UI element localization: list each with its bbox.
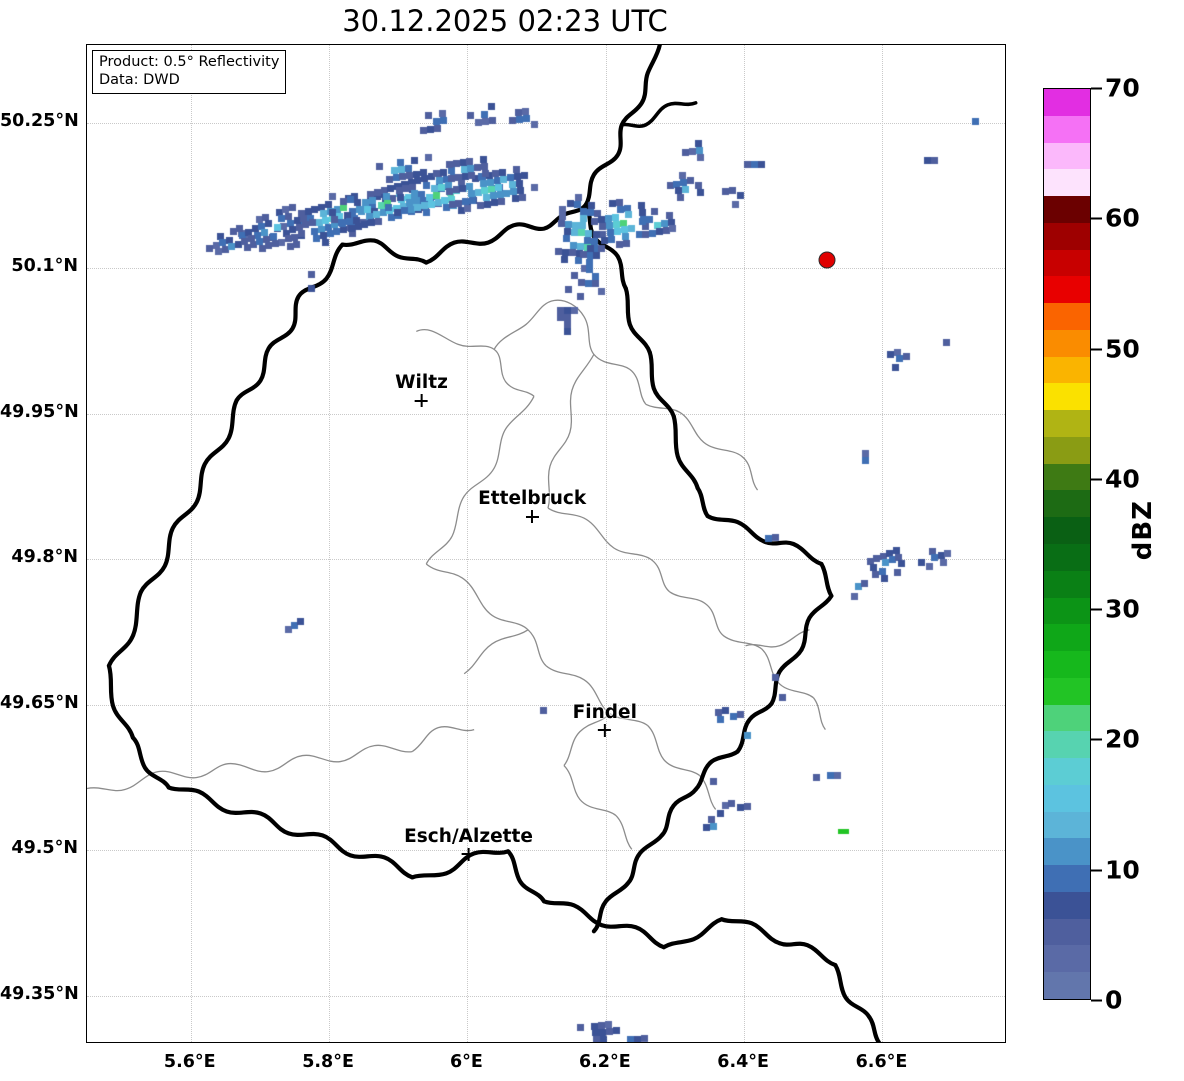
colorbar-segment	[1044, 410, 1090, 437]
city-marker-esch-alzette: Esch/Alzette	[404, 826, 533, 861]
x-tick-label: 6.2°E	[578, 1052, 631, 1072]
colorbar-segment	[1044, 918, 1090, 946]
colorbar-segment	[1044, 891, 1090, 919]
cross-icon	[414, 394, 428, 407]
colorbar-segment	[1044, 784, 1090, 812]
colorbar-segment	[1044, 463, 1090, 491]
colorbar-segment	[1044, 356, 1090, 384]
colorbar-segment	[1044, 303, 1090, 330]
x-tick-label: 5.6°E	[163, 1052, 216, 1072]
city-label: Findel	[572, 701, 637, 723]
y-tick-label: 49.65°N	[0, 692, 79, 713]
radar-reflectivity-layer	[87, 45, 1005, 1042]
colorbar-segment	[1044, 329, 1090, 357]
colorbar-segment	[1044, 651, 1090, 678]
colorbar-ticks: 0 10 20 30 40 50 60 70	[1091, 74, 1151, 1015]
colorbar-segment	[1044, 758, 1090, 785]
city-marker-wiltz: Wiltz	[395, 372, 448, 407]
colorbar-tick-label: 40	[1091, 464, 1140, 493]
city-label: Wiltz	[395, 372, 448, 393]
colorbar-segment	[1044, 624, 1090, 652]
y-tick-label: 50.25°N	[0, 110, 79, 131]
colorbar-segment	[1044, 517, 1090, 544]
y-tick-label: 49.8°N	[11, 547, 78, 568]
colorbar-segment	[1044, 222, 1090, 250]
colorbar-segment	[1044, 597, 1090, 625]
colorbar[interactable]	[1043, 88, 1091, 1000]
colorbar-segment	[1044, 811, 1090, 839]
colorbar-tick-label: 50	[1091, 334, 1140, 363]
x-tick-label: 6.6°E	[855, 1052, 908, 1072]
city-label: Ettelbruck	[478, 488, 587, 510]
colorbar-segment	[1044, 677, 1090, 705]
x-tick-label: 5.8°E	[302, 1052, 354, 1072]
colorbar-segment	[1044, 945, 1090, 973]
colorbar-segment	[1044, 276, 1090, 304]
colorbar-tick-label: 10	[1091, 855, 1140, 884]
page-title: 30.12.2025 02:23 UTC	[342, 4, 668, 38]
colorbar-segment	[1044, 196, 1090, 223]
colorbar-segment	[1044, 865, 1090, 892]
colorbar-segment	[1044, 704, 1090, 732]
colorbar-segment	[1044, 731, 1090, 759]
colorbar-segment	[1044, 838, 1090, 866]
colorbar-segment	[1044, 142, 1090, 170]
city-marker-ettelbruck: Ettelbruck	[478, 488, 587, 524]
colorbar-segment	[1044, 490, 1090, 518]
colorbar-segment	[1044, 570, 1090, 598]
colorbar-segment	[1044, 972, 1090, 999]
colorbar-segment	[1044, 88, 1090, 116]
x-tick-label: 6°E	[449, 1052, 483, 1072]
y-tick-label: 49.95°N	[0, 401, 79, 422]
colorbar-segment	[1044, 169, 1090, 197]
cross-icon	[525, 510, 539, 524]
y-tick-label: 50.1°N	[11, 256, 78, 277]
y-tick-label: 49.35°N	[0, 983, 79, 1004]
colorbar-segment	[1044, 249, 1090, 277]
radar-station-marker[interactable]	[818, 251, 836, 269]
colorbar-unit-label: dBZ	[1128, 500, 1158, 561]
y-tick-label: 49.5°N	[11, 838, 78, 859]
colorbar-segment	[1044, 383, 1090, 411]
info-product-line: Product: 0.5° Reflectivity	[99, 54, 280, 70]
colorbar-tick-label: 30	[1091, 595, 1140, 624]
colorbar-segment	[1044, 543, 1090, 571]
cross-icon	[598, 723, 612, 737]
city-marker-findel: Findel	[573, 702, 637, 737]
colorbar-segment	[1044, 115, 1090, 143]
colorbar-tick-label: 20	[1091, 725, 1140, 754]
radar-map-plot[interactable]	[86, 44, 1006, 1043]
city-label: Esch/Alzette	[404, 825, 533, 847]
colorbar-tick-label: 0	[1091, 986, 1122, 1015]
colorbar-tick-label: 60	[1091, 204, 1140, 233]
product-info-box: Product: 0.5° Reflectivity Data: DWD	[92, 50, 287, 95]
x-tick-label: 6.4°E	[717, 1052, 769, 1072]
colorbar-segment	[1044, 436, 1090, 464]
cross-icon	[462, 847, 476, 861]
info-data-line: Data: DWD	[99, 71, 180, 88]
colorbar-tick-label: 70	[1091, 74, 1140, 103]
